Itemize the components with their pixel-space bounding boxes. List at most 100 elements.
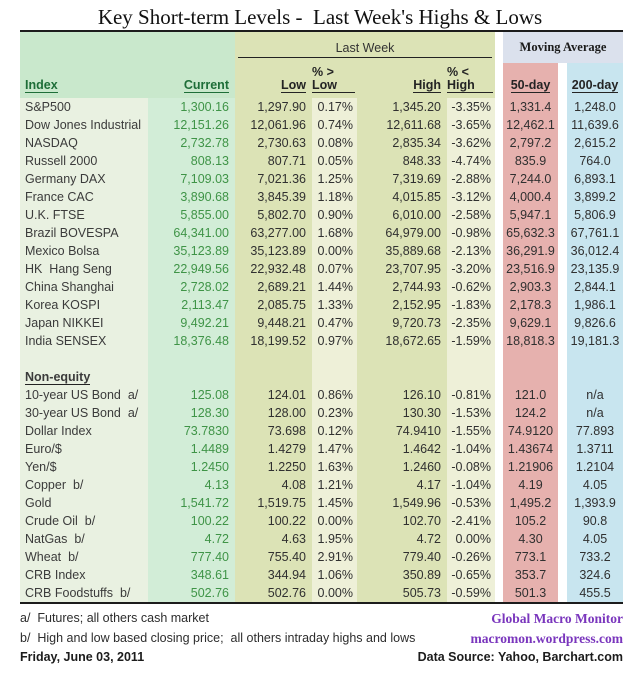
column-gap	[495, 476, 503, 494]
cell-pct-above-low: 0.23%	[312, 404, 357, 422]
cell-low: 344.94	[235, 566, 312, 584]
cell-ma200: 1.2104	[567, 458, 623, 476]
cell-index	[20, 350, 148, 368]
column-gap	[495, 134, 503, 152]
cell-low: 7,021.36	[235, 170, 312, 188]
cell-index: Korea KOSPI	[20, 296, 148, 314]
cell-ma200: n/a	[567, 386, 623, 404]
table-row: CRB Foodstuffs b/502.76 502.76 0.00% 505.73…	[20, 584, 623, 602]
cell-current: 22,949.56	[148, 260, 235, 278]
cell-ma200: 324.6	[567, 566, 623, 584]
cell-index: Gold	[20, 494, 148, 512]
cell-high: 7,319.69	[357, 170, 447, 188]
cell-ma50: 4.30	[503, 530, 558, 548]
cell-ma50: 1,331.4	[503, 98, 558, 116]
cell-index: Copper b/	[20, 476, 148, 494]
header-gap	[495, 32, 503, 63]
column-gap	[558, 458, 567, 476]
cell-pct-above-low: 0.17%	[312, 98, 357, 116]
cell-ma50: 124.2	[503, 404, 558, 422]
column-gap	[495, 224, 503, 242]
table-column-headers: Index Current Low % > Low High % < High …	[20, 63, 623, 98]
table-row: Korea KOSPI 2,113.47 2,085.75 1.33% 2,152.95…	[20, 296, 623, 314]
cell-high: 2,152.95	[357, 296, 447, 314]
cell-index: NatGas b/	[20, 530, 148, 548]
last-week-underline	[238, 57, 492, 58]
cell-high: 1.2460	[357, 458, 447, 476]
cell-current: 4.72	[148, 530, 235, 548]
cell-low	[235, 368, 312, 386]
column-gap	[558, 242, 567, 260]
cell-pct-below-high: -1.04%	[447, 440, 495, 458]
cell-pct-above-low: 0.86%	[312, 386, 357, 404]
cell-ma50: 121.0	[503, 386, 558, 404]
cell-ma200: 19,181.3	[567, 332, 623, 350]
cell-pct-below-high: -2.58%	[447, 206, 495, 224]
cell-ma200: 733.2	[567, 548, 623, 566]
cell-pct-above-low: 0.00%	[312, 242, 357, 260]
cell-pct-below-high: -0.26%	[447, 548, 495, 566]
cell-pct-above-low: 1.45%	[312, 494, 357, 512]
cell-ma200: 2,615.2	[567, 134, 623, 152]
cell-pct-above-low	[312, 368, 357, 386]
cell-ma50: 1.21906	[503, 458, 558, 476]
column-gap	[495, 242, 503, 260]
brand-url[interactable]: macromon.wordpress.com	[470, 630, 623, 646]
table-row: Dollar Index 73.7830 73.698 0.12% 74.9410 -1.…	[20, 422, 623, 440]
cell-index: Germany DAX	[20, 170, 148, 188]
cell-current: 125.08	[148, 386, 235, 404]
column-gap	[495, 566, 503, 584]
cell-ma200: 4.05	[567, 530, 623, 548]
cell-ma200	[567, 350, 623, 368]
cell-current: 3,890.68	[148, 188, 235, 206]
cell-high: 1.4642	[357, 440, 447, 458]
cell-index: Japan NIKKEI	[20, 314, 148, 332]
cell-pct-above-low: 0.00%	[312, 512, 357, 530]
cell-ma50: 2,797.2	[503, 134, 558, 152]
cell-index: Dollar Index	[20, 422, 148, 440]
spacer-row	[20, 350, 623, 368]
cell-pct-above-low: 0.07%	[312, 260, 357, 278]
cell-current: 2,728.02	[148, 278, 235, 296]
moving-average-label: Moving Average	[519, 40, 607, 54]
col-header-low: Low	[235, 63, 312, 98]
table-row: S&P500 1,300.16 1,297.90 0.17% 1,345.20 -3.35…	[20, 98, 623, 116]
cell-pct-below-high: -4.74%	[447, 152, 495, 170]
cell-ma200: 4.05	[567, 476, 623, 494]
cell-pct-below-high: -1.04%	[447, 476, 495, 494]
column-gap	[495, 584, 503, 602]
table-row: Yen/$ 1.2450 1.2250 1.63% 1.2460 -0.08% 1.2190…	[20, 458, 623, 476]
cell-index: NASDAQ	[20, 134, 148, 152]
header-group-last-week: Last Week	[235, 32, 495, 63]
cell-low: 502.76	[235, 584, 312, 602]
column-gap	[558, 584, 567, 602]
cell-ma200: 2,844.1	[567, 278, 623, 296]
cell-current: 777.40	[148, 548, 235, 566]
cell-low: 124.01	[235, 386, 312, 404]
column-gap	[558, 260, 567, 278]
cell-pct-above-low: 0.00%	[312, 584, 357, 602]
cell-pct-below-high: -0.81%	[447, 386, 495, 404]
cell-current: 502.76	[148, 584, 235, 602]
cell-current: 1.2450	[148, 458, 235, 476]
cell-ma50: 18,818.3	[503, 332, 558, 350]
table-body: S&P500 1,300.16 1,297.90 0.17% 1,345.20 -3.35…	[20, 98, 623, 602]
cell-ma200: 5,806.9	[567, 206, 623, 224]
levels-table: Last Week Moving Average Index Current L…	[20, 30, 623, 604]
cell-index: 10-year US Bond a/	[20, 386, 148, 404]
cell-ma200: 77.893	[567, 422, 623, 440]
cell-low: 2,689.21	[235, 278, 312, 296]
cell-ma200: 764.0	[567, 152, 623, 170]
cell-current: 1.4489	[148, 440, 235, 458]
table-row: Mexico Bolsa 35,123.89 35,123.89 0.00% 35,88…	[20, 242, 623, 260]
table-row: China Shanghai 2,728.02 2,689.21 1.44% 2,744…	[20, 278, 623, 296]
table-row: Crude Oil b/100.22 100.22 0.00% 102.70 -2.41…	[20, 512, 623, 530]
column-gap	[495, 404, 503, 422]
cell-high	[357, 368, 447, 386]
cell-current	[148, 368, 235, 386]
cell-ma50	[503, 350, 558, 368]
cell-low: 4.08	[235, 476, 312, 494]
cell-current: 7,109.03	[148, 170, 235, 188]
column-gap	[558, 278, 567, 296]
column-gap	[495, 314, 503, 332]
